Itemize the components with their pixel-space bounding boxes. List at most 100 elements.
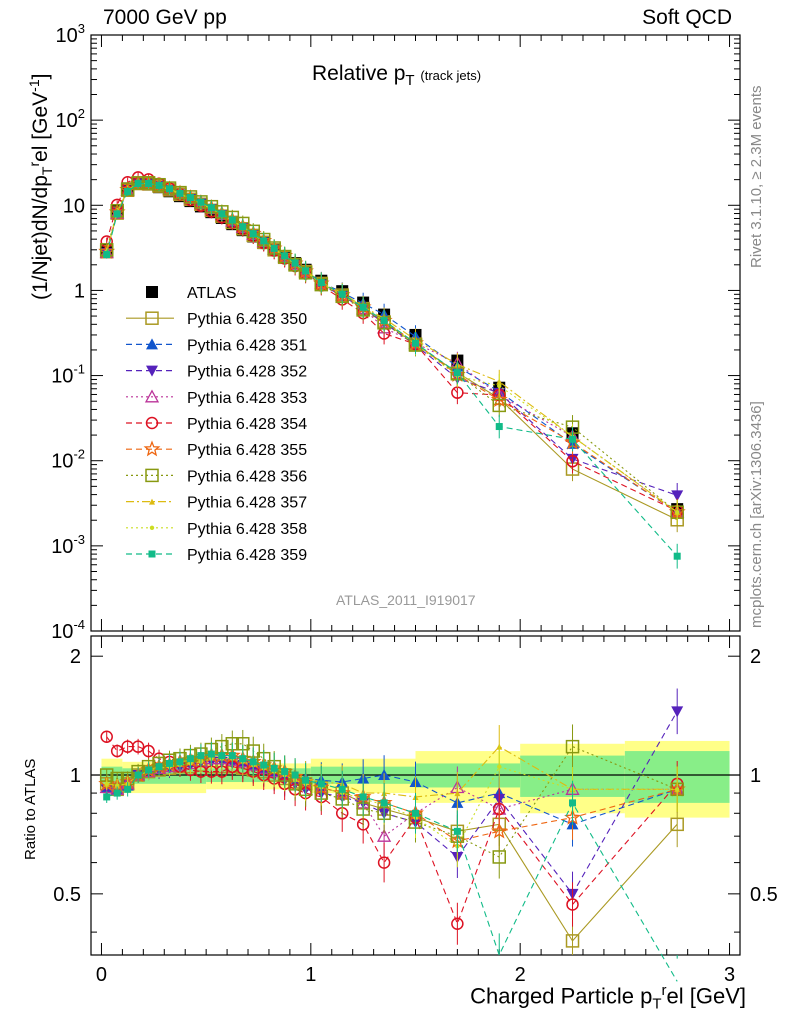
legend-label: Pythia 6.428 352 (187, 364, 307, 381)
y-axis-label-main: (1/Njet)dN/dpTrel [GeV-1] (26, 73, 56, 300)
legend-label: Pythia 6.428 357 (187, 495, 307, 512)
analysis-id: ATLAS_2011_I919017 (336, 592, 476, 608)
data-point (260, 237, 268, 245)
data-point (197, 198, 205, 206)
data-point (412, 339, 419, 347)
data-point (569, 435, 577, 443)
ratio-point (228, 752, 236, 760)
ratio-point (338, 785, 346, 793)
legend-entry: ATLAS (146, 285, 237, 302)
ratio-point (565, 934, 580, 948)
series-10 (103, 178, 681, 982)
ratio-point (377, 828, 392, 842)
y-tick-label: 10-4 (51, 617, 85, 643)
data-point (103, 251, 111, 259)
data-point (497, 383, 502, 389)
legend-label: Pythia 6.428 351 (187, 337, 307, 354)
mcplots-note: mcplots.cern.ch [arXiv:1306.3436] (748, 401, 765, 628)
ratio-point (260, 761, 268, 769)
ratio-point (113, 789, 121, 797)
legend-entry: Pythia 6.428 356 (126, 468, 307, 485)
ratio-point (207, 750, 215, 758)
legend-entry: Pythia 6.428 358 (126, 521, 307, 538)
ratio-point (566, 898, 579, 911)
data-point (186, 194, 194, 202)
data-point (380, 317, 388, 325)
ratio-point (453, 827, 461, 835)
ratio-point (155, 763, 163, 771)
y-tick-label: 10-2 (51, 447, 85, 473)
y-tick-label: 10-3 (51, 532, 85, 558)
data-point (166, 185, 174, 193)
ratio-point (412, 809, 419, 817)
legend-label: Pythia 6.428 359 (187, 547, 307, 564)
data-point (281, 252, 289, 260)
legend-entry: Pythia 6.428 359 (126, 547, 307, 564)
data-point (495, 423, 503, 431)
ratio-point (166, 759, 174, 767)
legend-entry: Pythia 6.428 353 (126, 389, 307, 407)
ratio-point (302, 776, 310, 784)
ratio-point (497, 764, 502, 769)
ratio-tick-label-right: 2 (750, 646, 761, 668)
ratio-point (492, 850, 506, 864)
data-point (674, 510, 680, 515)
ratio-point (186, 755, 194, 763)
series-line (106, 183, 678, 513)
data-point (566, 454, 579, 468)
legend-label: ATLAS (187, 285, 237, 302)
ratio-point (131, 740, 145, 753)
legend-label: Pythia 6.428 356 (187, 468, 307, 485)
legend-entry: Pythia 6.428 351 (126, 337, 307, 354)
title-main: Relative p (312, 62, 406, 85)
data-point (239, 223, 247, 231)
ratio-point (176, 758, 184, 766)
ratio-point (270, 764, 278, 772)
title-note: (track jets) (420, 68, 482, 83)
data-point (291, 259, 299, 267)
legend-label: Pythia 6.428 358 (187, 521, 307, 538)
legend-label: Pythia 6.428 353 (187, 390, 307, 407)
data-point (270, 244, 278, 252)
ratio-point (114, 783, 120, 788)
data-point (207, 204, 215, 212)
ratio-point (104, 781, 109, 787)
ratio-point (377, 856, 391, 869)
y-tick-label: 1 (74, 280, 85, 302)
legend-entry: Pythia 6.428 357 (126, 495, 307, 512)
title-sub: T (405, 72, 415, 90)
x-tick-label: 2 (515, 964, 526, 986)
ratio-point (145, 766, 153, 774)
ratio-point (142, 744, 155, 758)
legend-marker (149, 498, 155, 505)
ratio-tick-label-left: 2 (70, 646, 81, 668)
ratio-point (197, 752, 205, 760)
data-point (359, 303, 367, 311)
energy-label: 7000 GeV pp (103, 6, 227, 29)
y-tick-label: 10 (63, 195, 85, 217)
data-point (338, 290, 346, 298)
data-point (131, 176, 145, 190)
legend-label: Pythia 6.428 354 (187, 416, 307, 433)
data-point (155, 181, 163, 189)
legend-marker (145, 311, 159, 325)
data-point (228, 216, 236, 224)
ratio-tick-label-right: 0.5 (750, 884, 778, 906)
data-point (145, 179, 153, 187)
data-point (671, 490, 684, 502)
y-tick-label: 103 (56, 21, 85, 47)
data-point (453, 369, 461, 377)
y-axis-label-ratio: Ratio to ATLAS (22, 758, 39, 860)
ratio-tick-label-left: 1 (70, 765, 81, 787)
ratio-point (454, 790, 461, 797)
ratio-point (124, 785, 132, 793)
legend-label: Pythia 6.428 355 (187, 442, 307, 459)
data-point (176, 189, 184, 197)
category-label: Soft QCD (642, 6, 732, 29)
ratio-point (671, 706, 684, 718)
ratio-point (110, 744, 124, 758)
legend-marker (144, 389, 160, 403)
legend: ATLAS Pythia 6.428 350 Pythia 6.428 351 Pyt… (126, 285, 307, 564)
rivet-note: Rivet 3.1.10, ≥ 2.3M events (748, 85, 765, 269)
